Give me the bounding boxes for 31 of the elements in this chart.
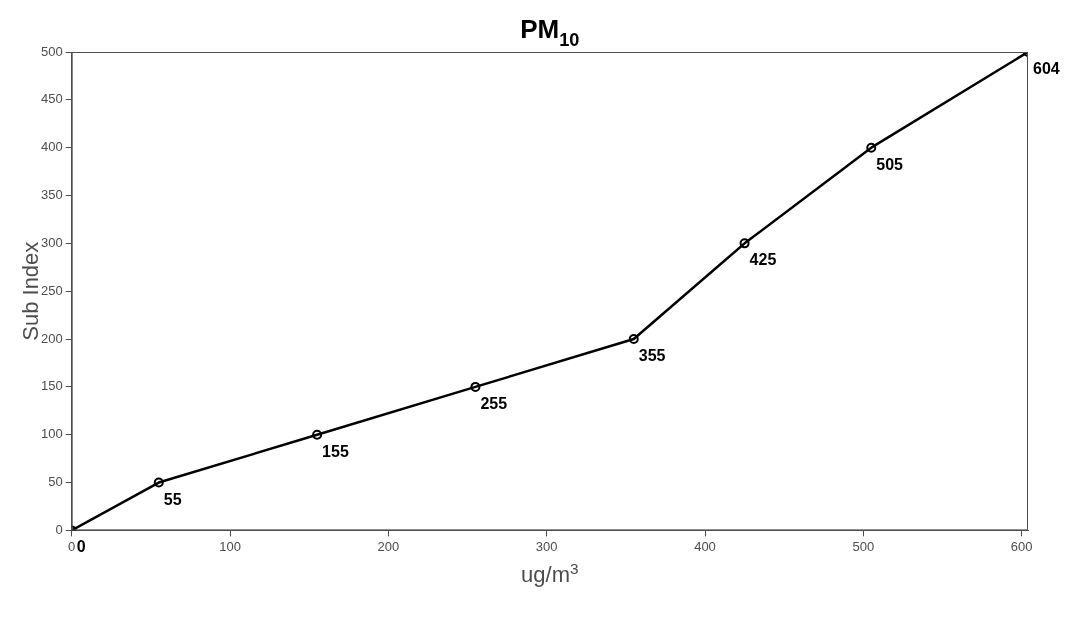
x-tick-label: 300: [535, 538, 558, 554]
point: [312, 429, 323, 440]
x-tick-label: 600: [1010, 538, 1033, 554]
annotation: 505: [876, 155, 904, 173]
x-tick-label: 200: [377, 538, 400, 554]
y-tick-label: 400: [40, 139, 63, 155]
point: [153, 477, 164, 488]
y-tick-label: 250: [40, 282, 63, 298]
y-tick-label: 0: [55, 521, 63, 537]
x-tick-label: 400: [694, 538, 716, 554]
annotation: 604: [1033, 60, 1060, 77]
annotation: 155: [322, 442, 349, 460]
annotation: 55: [163, 490, 182, 508]
y-tick-label: 100: [40, 426, 63, 442]
point: [628, 334, 639, 345]
x-tick-label: 0: [68, 538, 76, 554]
y-tick-label: 450: [40, 91, 63, 107]
x-tick-label: 500: [852, 538, 875, 554]
annotation: 425: [749, 251, 777, 269]
annotation: 355: [638, 347, 666, 365]
y-tick-label: 150: [40, 378, 63, 394]
y-tick-label: 50: [48, 474, 63, 490]
y-tick-label: 300: [40, 234, 63, 250]
point: [739, 238, 750, 249]
x-tick-label: 100: [219, 538, 241, 554]
y-tick-label: 350: [40, 187, 63, 203]
point: [866, 142, 877, 153]
y-tick-label: 200: [40, 330, 63, 346]
point: [470, 381, 481, 392]
annotation: 255: [480, 394, 508, 412]
y-tick-label: 500: [40, 43, 63, 59]
